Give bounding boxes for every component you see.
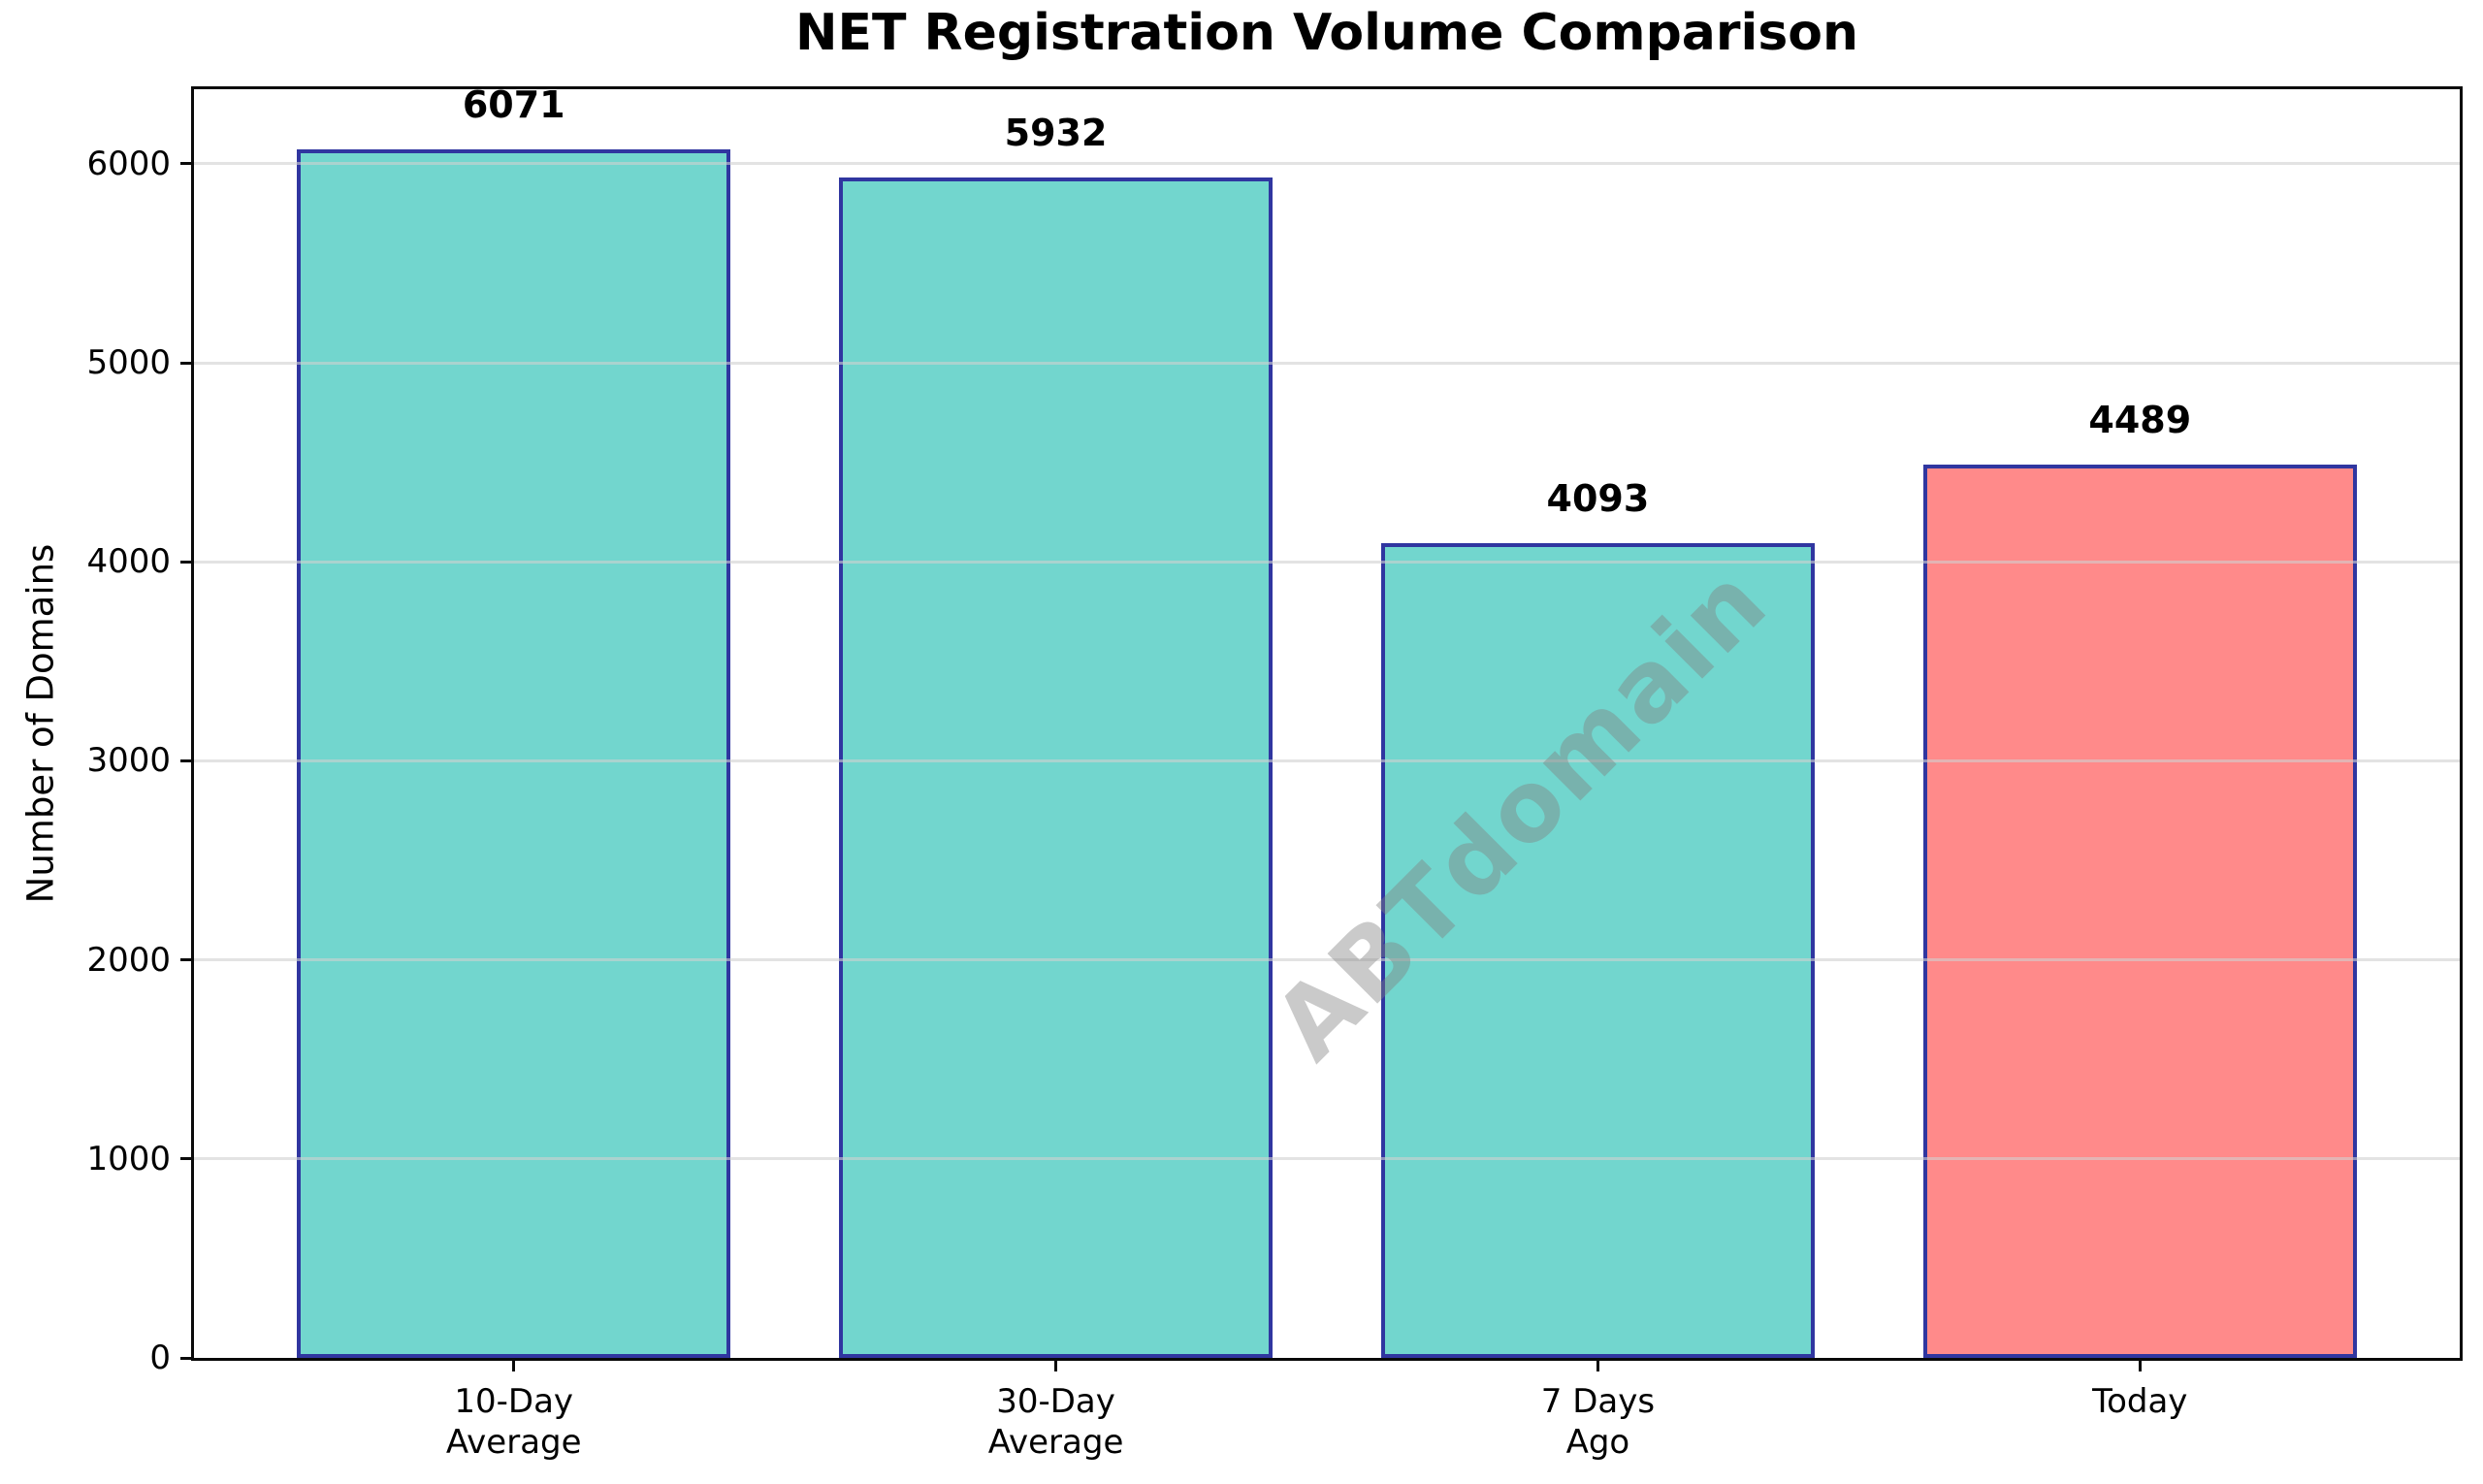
y-tick-mark — [180, 560, 194, 564]
y-axis-label: Number of Domains — [19, 543, 62, 904]
y-tick-mark — [180, 758, 194, 762]
y-tick-label: 3000 — [86, 741, 171, 781]
x-tick-label: Today — [2092, 1382, 2188, 1421]
y-tick-mark — [180, 958, 194, 962]
y-tick-mark — [180, 162, 194, 166]
gridline — [194, 560, 2460, 564]
y-tick-label: 4000 — [86, 542, 171, 582]
y-tick-mark — [180, 1356, 194, 1360]
bar-today — [1922, 464, 2357, 1358]
plot-area: ABTdomain — [194, 89, 2460, 1358]
gridline — [194, 162, 2460, 166]
x-tick-mark — [512, 1358, 516, 1371]
y-tick-label: 2000 — [86, 940, 171, 980]
chart-title: NET Registration Volume Comparison — [794, 4, 1859, 62]
bar-value-label: 4489 — [2088, 398, 2192, 441]
x-tick-mark — [1054, 1358, 1058, 1371]
gridline — [194, 1157, 2460, 1161]
x-tick-label: 30-Day Average — [987, 1382, 1124, 1462]
x-tick-label: 7 Days Ago — [1540, 1382, 1656, 1462]
y-tick-label: 1000 — [86, 1139, 171, 1178]
y-tick-label: 6000 — [86, 144, 171, 183]
x-tick-label: 10-Day Average — [445, 1382, 582, 1462]
y-tick-mark — [180, 361, 194, 365]
bar-30-day-average — [839, 177, 1274, 1358]
bar-value-label: 5932 — [1004, 111, 1108, 154]
gridline — [194, 958, 2460, 962]
bar-10-day-average — [297, 149, 731, 1358]
gridline — [194, 758, 2460, 762]
x-tick-mark — [1596, 1358, 1599, 1371]
x-tick-mark — [2138, 1358, 2142, 1371]
bar-7-days-ago — [1380, 543, 1815, 1358]
bar-value-label: 6071 — [462, 83, 565, 127]
bar-value-label: 4093 — [1546, 477, 1650, 521]
y-tick-label: 5000 — [86, 343, 171, 383]
y-tick-label: 0 — [149, 1339, 171, 1377]
gridline — [194, 361, 2460, 365]
y-tick-mark — [180, 1157, 194, 1161]
